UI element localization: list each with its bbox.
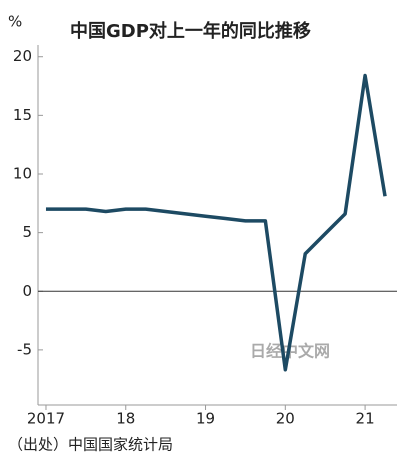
source: （出处）中国国家统计局 <box>8 436 173 454</box>
x-tick-label: 18 <box>116 410 135 428</box>
y-tick-label: 10 <box>13 164 32 182</box>
y-unit: % <box>8 13 22 31</box>
y-tick-label: 0 <box>22 282 32 300</box>
line-series <box>45 73 387 372</box>
y-tick-label: 5 <box>22 223 32 241</box>
y-tick-label: 20 <box>13 47 32 65</box>
chart-title: 中国GDP对上一年的同比推移 <box>70 20 311 42</box>
x-tick-label: 20 <box>276 410 295 428</box>
y-tick-label: 15 <box>13 106 32 124</box>
x-tick-label: 21 <box>356 410 375 428</box>
x-tick-label: 2017 <box>27 410 65 428</box>
y-tick-label: -5 <box>17 340 32 358</box>
x-tick-label: 19 <box>196 410 215 428</box>
